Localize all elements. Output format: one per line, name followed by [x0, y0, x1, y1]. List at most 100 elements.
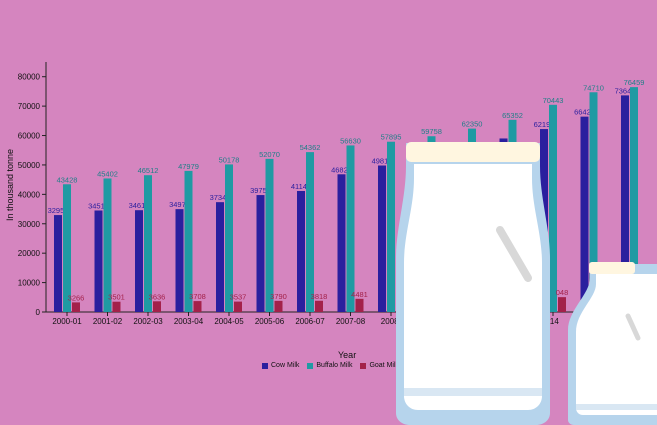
bar-buffalo — [549, 104, 557, 313]
data-label-buffalo: 43428 — [57, 175, 78, 184]
bar-buffalo — [630, 87, 638, 312]
bar-cow — [94, 210, 103, 312]
bar-buffalo — [225, 164, 233, 312]
data-label-buffalo: 50178 — [219, 155, 240, 164]
bar-goat — [315, 300, 323, 312]
data-label-cow: 73648 — [615, 86, 636, 95]
data-label-goat: 3266 — [68, 293, 85, 302]
bar-goat — [274, 300, 283, 312]
legend-swatch-cow — [262, 362, 268, 369]
data-label-buffalo: 52070 — [259, 150, 280, 159]
x-tick-label: 2008- — [381, 317, 402, 326]
y-tick-label: 80000 — [18, 73, 41, 82]
data-label-cow: 49810 — [372, 157, 393, 166]
legend: Cow Milk Buffalo Milk Goat Milk — [262, 362, 399, 369]
data-label-buffalo: 45402 — [97, 169, 118, 178]
bar-goat — [558, 297, 566, 312]
bar-cow — [175, 209, 184, 312]
bar-goat — [72, 302, 80, 312]
data-label-goat: 3818 — [311, 292, 328, 301]
legend-label-buffalo: Buffalo Milk — [316, 362, 353, 369]
x-tick-label: 2007-08 — [336, 317, 366, 326]
legend-swatch-buffalo — [307, 362, 314, 369]
y-tick-label: 0 — [36, 308, 41, 317]
bar-cow — [621, 95, 629, 312]
data-label-cow: 39759 — [250, 186, 271, 195]
bar-buffalo — [589, 92, 598, 312]
data-label-buffalo: 74710 — [583, 83, 604, 92]
x-tick-label: 2001-02 — [93, 317, 123, 326]
y-tick-label: 50000 — [18, 161, 41, 170]
y-tick-label: 20000 — [18, 249, 41, 258]
legend-item-buffalo: Buffalo Milk — [307, 362, 352, 369]
data-label-cow: 34612 — [129, 201, 150, 210]
data-label-buffalo: 65352 — [502, 111, 523, 120]
data-label-buffalo: 76459 — [624, 78, 645, 87]
y-tick-label: 10000 — [18, 279, 41, 288]
legend-label-cow: Cow Milk — [271, 362, 300, 369]
bar-buffalo — [387, 141, 395, 312]
y-tick-label: 60000 — [18, 132, 41, 141]
bar-buffalo — [103, 178, 112, 312]
data-label-buffalo: 59758 — [421, 127, 442, 136]
milk-bottle-large-image — [396, 142, 550, 425]
x-axis-title: Year — [338, 350, 357, 360]
x-tick-label: 2006-07 — [295, 317, 325, 326]
y-tick-label: 70000 — [18, 102, 41, 111]
data-label-goat: 3501 — [108, 293, 125, 302]
bar-cow — [135, 210, 143, 312]
legend-item-cow: Cow Milk — [262, 362, 299, 369]
y-axis-title: In thousand tonne — [5, 148, 15, 222]
bar-buffalo — [184, 170, 193, 312]
bar-goat — [153, 301, 161, 312]
bar-buffalo — [144, 175, 152, 312]
bar-cow — [297, 190, 305, 312]
legend-label-goat: Goat Milk — [369, 362, 400, 369]
data-label-goat: 3636 — [149, 292, 166, 301]
bar-cow — [256, 195, 265, 312]
bar-buffalo — [346, 145, 355, 312]
data-label-cow: 66423 — [574, 108, 595, 117]
bar-buffalo — [306, 152, 314, 312]
bar-cow — [378, 165, 386, 312]
bar-goat — [193, 301, 202, 312]
x-tick-label: 2005-06 — [255, 317, 285, 326]
bar-cow — [216, 202, 224, 312]
milk-bottle-small-image — [568, 262, 657, 425]
bar-goat — [355, 298, 364, 312]
bar-buffalo — [265, 158, 274, 312]
bar-cow — [580, 116, 589, 312]
data-label-goat: 3708 — [189, 292, 206, 301]
data-label-cow: 41146 — [291, 182, 311, 191]
bar-goat — [112, 301, 121, 312]
bar-goat — [234, 301, 242, 312]
data-label-goat: 3790 — [270, 292, 287, 301]
x-tick-label: 2000-01 — [52, 317, 82, 326]
bar-buffalo — [63, 184, 71, 312]
x-tick-label: 2003-04 — [174, 317, 204, 326]
data-label-cow: 32957 — [48, 206, 69, 215]
data-label-buffalo: 56630 — [340, 136, 361, 145]
bar-cow — [54, 215, 62, 312]
legend-item-goat: Goat Milk — [360, 362, 399, 369]
data-label-cow: 62195 — [534, 120, 555, 129]
data-label-goat: 048 — [556, 288, 569, 297]
data-label-cow: 37344 — [210, 193, 231, 202]
data-label-cow: 46822 — [331, 165, 352, 174]
bar-cow — [337, 174, 346, 312]
x-tick-label: -14 — [547, 317, 559, 326]
y-tick-label: 40000 — [18, 190, 41, 199]
data-label-goat: 3537 — [230, 293, 247, 302]
data-label-cow: 34973 — [169, 200, 190, 209]
legend-swatch-goat — [360, 362, 367, 369]
x-tick-label: 2004-05 — [214, 317, 244, 326]
data-label-buffalo: 46512 — [138, 166, 159, 175]
data-label-buffalo: 62350 — [462, 120, 483, 129]
data-label-cow: 34516 — [88, 201, 109, 210]
y-tick-label: 30000 — [18, 220, 41, 229]
data-label-buffalo: 70443 — [543, 96, 564, 105]
data-label-buffalo: 57895 — [381, 133, 402, 142]
data-label-buffalo: 54362 — [300, 143, 321, 152]
data-label-buffalo: 47979 — [178, 162, 199, 171]
